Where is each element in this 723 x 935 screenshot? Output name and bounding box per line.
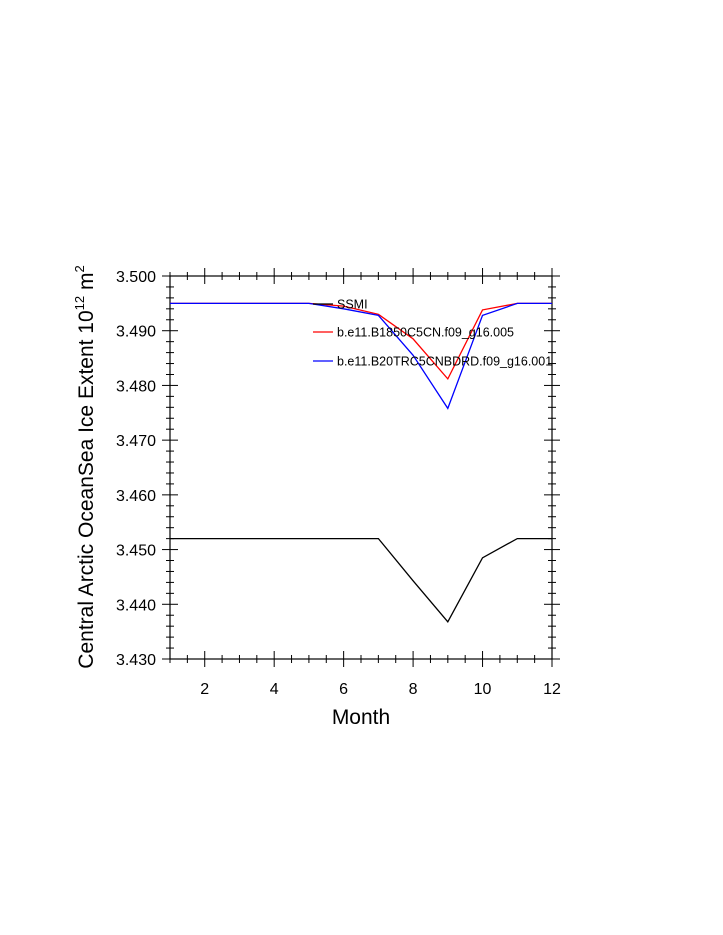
legend-label: b.e11.B1850C5CN.f09_g16.005 <box>337 326 514 340</box>
y-tick-label: 3.450 <box>116 543 156 560</box>
y-tick-label: 3.490 <box>116 324 156 341</box>
x-axis: 2 4 6 8 10 12 <box>169 268 561 698</box>
y-axis-label-exponent: 12 <box>72 296 87 310</box>
y-axis-label-unit: m <box>75 273 98 296</box>
x-tick-label: 12 <box>543 681 561 698</box>
y-tick-label: 3.500 <box>116 269 156 286</box>
series-line <box>170 537 552 623</box>
x-tick-label: 4 <box>270 681 279 698</box>
legend-label: SSMI <box>337 298 368 312</box>
y-tick-label: 3.470 <box>116 433 156 450</box>
y-tick-label: 3.440 <box>116 597 156 614</box>
legend-label: b.e11.B20TRC5CNBDRD.f09_g16.001 <box>337 355 552 369</box>
y-tick-label: 3.480 <box>116 378 156 395</box>
x-axis-label: Month <box>332 706 390 729</box>
x-tick-label: 6 <box>339 681 348 698</box>
y-axis-label: Central Arctic OceanSea Ice Extent 1012 … <box>72 265 98 668</box>
y-axis-label-prefix: Central Arctic OceanSea Ice Extent 10 <box>75 310 98 668</box>
series-layer <box>170 302 552 623</box>
series-line <box>170 302 552 410</box>
x-tick-label: 10 <box>474 681 492 698</box>
y-tick-label: 3.430 <box>116 652 156 669</box>
y-axis: 3.430 3.440 3.450 3.460 3.470 3.480 3.490 3.500 <box>116 269 560 669</box>
y-axis-label-unit-exponent: 2 <box>72 265 87 272</box>
x-tick-label: 8 <box>409 681 418 698</box>
y-tick-label: 3.460 <box>116 488 156 505</box>
legend: SSMI b.e11.B1850C5CN.f09_g16.005 b.e11.B20… <box>313 298 552 369</box>
x-tick-label: 2 <box>200 681 209 698</box>
